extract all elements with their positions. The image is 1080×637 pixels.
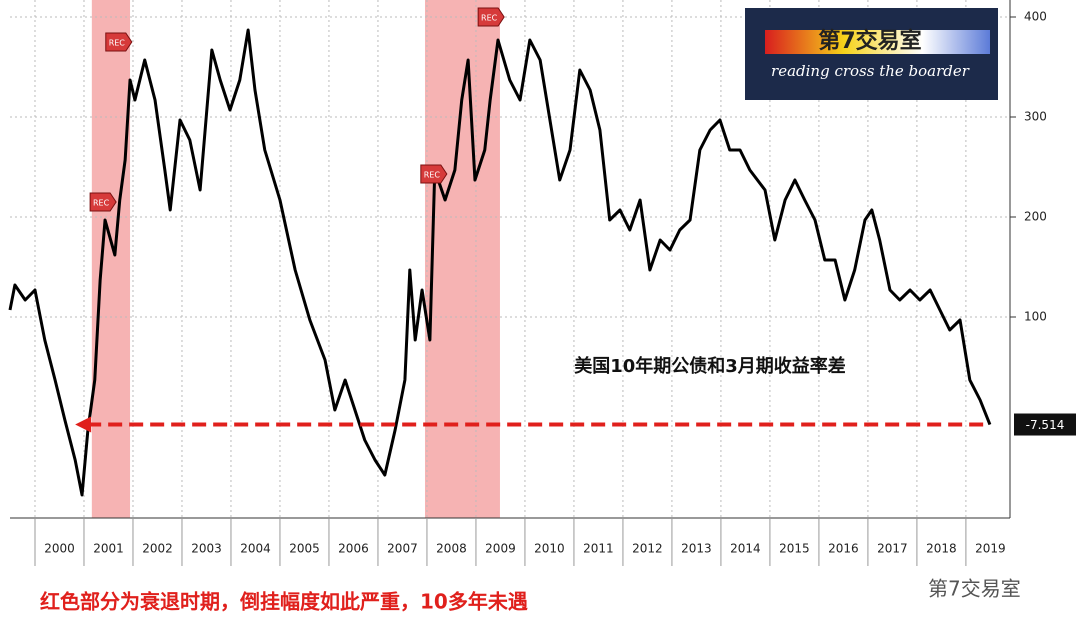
x-tick-label: 2013 [681, 542, 712, 556]
x-tick-label: 2015 [779, 542, 810, 556]
logo-subtitle: reading cross the boarder [771, 62, 970, 80]
x-tick-label: 2006 [338, 542, 369, 556]
x-tick-label: 2004 [240, 542, 271, 556]
arrow-head [75, 416, 92, 433]
x-tick-label: 2012 [632, 542, 663, 556]
annotation: 美国10年期公债和3月期收益率差 [574, 355, 846, 377]
x-tick-label: 2002 [142, 542, 173, 556]
logo-title: 第7交易室 [818, 28, 921, 54]
rec-label: REC [93, 199, 110, 208]
rec-marker [105, 32, 133, 52]
x-tick-label: 2007 [387, 542, 418, 556]
y-tick-label: 200 [1024, 210, 1047, 224]
recession-band [424, 0, 500, 518]
x-tick-label: 2017 [877, 542, 908, 556]
x-tick-label: 2003 [191, 542, 222, 556]
x-tick-label: 2018 [926, 542, 957, 556]
logo-strip [765, 30, 990, 54]
rec-marker [420, 164, 448, 184]
rec-label: REC [109, 39, 126, 48]
caption: 红色部分为衰退时期，倒挂幅度如此严重，10多年未遇 [40, 590, 528, 614]
x-tick-label: 2016 [828, 542, 859, 556]
watermark: 第7交易室 [928, 577, 1021, 601]
recession-band [91, 0, 131, 518]
x-tick-label: 2009 [485, 542, 516, 556]
x-tick-label: 2000 [44, 542, 75, 556]
y-tick-label: 300 [1024, 110, 1047, 124]
x-tick-label: 2008 [436, 542, 467, 556]
x-tick-label: 2011 [583, 542, 614, 556]
x-tick-label: 2001 [93, 542, 124, 556]
y-tick-label: 400 [1024, 10, 1047, 24]
last-value-box [1014, 413, 1076, 436]
x-tick-label: 2019 [975, 542, 1006, 556]
y-tick-label: 100 [1024, 310, 1047, 324]
last-value-label: -7.514 [1026, 418, 1065, 432]
x-tick-label: 2010 [534, 542, 565, 556]
x-tick-label: 2005 [289, 542, 320, 556]
rec-label: REC [424, 171, 441, 180]
rec-marker [477, 7, 505, 27]
data-line [8, 28, 992, 497]
x-tick-label: 2014 [730, 542, 761, 556]
rec-marker [89, 192, 117, 212]
rec-label: REC [481, 14, 498, 23]
